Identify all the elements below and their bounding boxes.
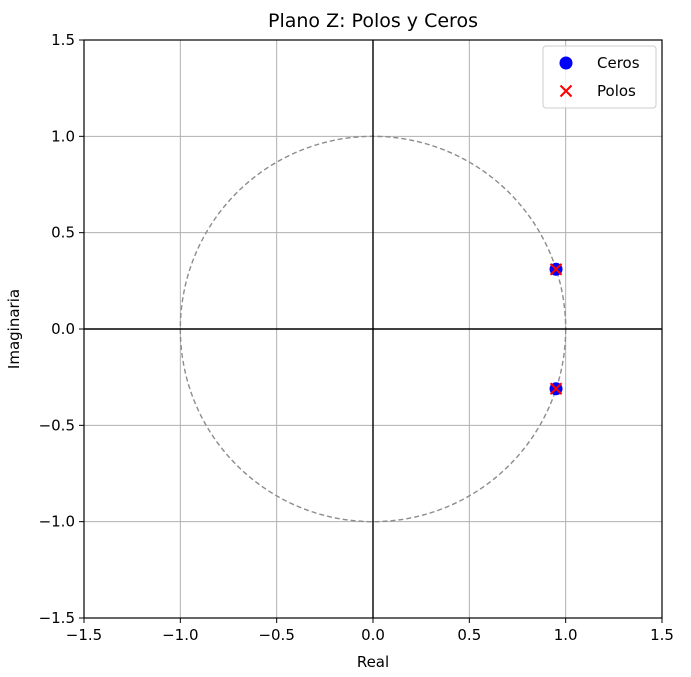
pole-marker-0 bbox=[549, 263, 563, 276]
x-tick-label-2: −0.5 bbox=[258, 626, 294, 644]
x-tick-label-4: 0.5 bbox=[457, 626, 481, 644]
legend-markers bbox=[559, 56, 573, 98]
x-tick-label-1: −1.0 bbox=[162, 626, 198, 644]
chart-title: Plano Z: Polos y Ceros bbox=[268, 10, 478, 32]
legend-marker-polos-stroke-b bbox=[559, 84, 573, 98]
legend-marker-polos bbox=[559, 84, 573, 98]
y-tick-label-6: 1.5 bbox=[51, 31, 75, 49]
x-tick-label-0: −1.5 bbox=[66, 626, 102, 644]
pole-marker-0-stroke-b bbox=[549, 263, 563, 276]
y-tick-label-2: −0.5 bbox=[39, 416, 75, 434]
legend-label-ceros: Ceros bbox=[597, 54, 640, 72]
legend: Ceros Polos bbox=[542, 45, 657, 109]
x-axis-title: Real bbox=[357, 653, 389, 671]
pole-marker-1-stroke-b bbox=[549, 382, 563, 395]
legend-marker-ceros bbox=[559, 56, 573, 70]
y-tick-label-5: 1.0 bbox=[51, 127, 75, 145]
zero-axis-lines bbox=[84, 40, 662, 618]
data-points bbox=[549, 262, 563, 396]
x-tick-label-6: 1.5 bbox=[650, 626, 674, 644]
axis-ticks: −1.5 −1.0 −0.5 0.0 0.5 1.0 1.5 −1.5 −1.0 −0.5 0.0 0… bbox=[39, 31, 674, 644]
x-tick-label-3: 0.0 bbox=[361, 626, 385, 644]
y-tick-label-0: −1.5 bbox=[39, 609, 75, 627]
pole-marker-1 bbox=[549, 382, 563, 395]
y-tick-label-1: −1.0 bbox=[39, 513, 75, 531]
x-tick-label-5: 1.0 bbox=[554, 626, 578, 644]
legend-label-polos: Polos bbox=[597, 82, 636, 100]
y-axis-title: Imaginaria bbox=[5, 289, 23, 369]
y-tick-label-4: 0.5 bbox=[51, 224, 75, 242]
y-tick-label-3: 0.0 bbox=[51, 320, 75, 338]
